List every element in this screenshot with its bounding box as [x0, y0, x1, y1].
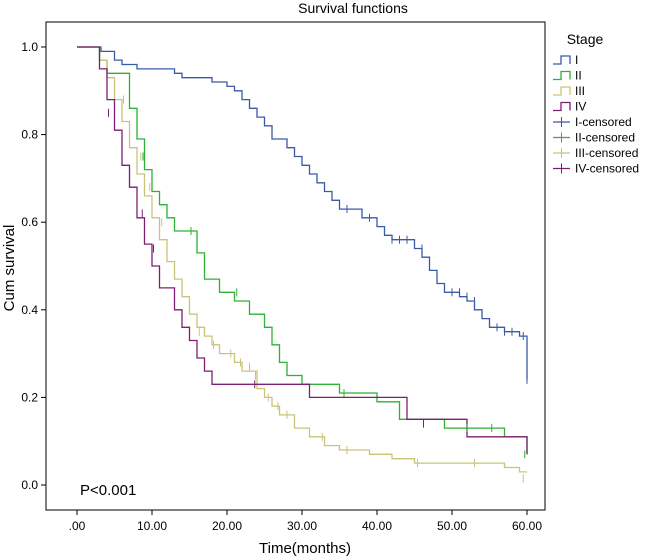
- y-tick-label: 0.2: [21, 390, 38, 404]
- y-axis-title: Cum survival: [1, 225, 18, 312]
- x-tick-label: 40.00: [362, 519, 392, 533]
- x-tick-label: 50.00: [437, 519, 467, 533]
- x-tick-label: 30.00: [287, 519, 317, 533]
- legend-swatch-ii: [553, 70, 571, 81]
- y-tick-label: 0.0: [21, 478, 38, 492]
- y-tick-label: 0.4: [21, 303, 38, 317]
- p-value-annotation: P<0.001: [80, 482, 136, 499]
- axes: .00 10.00 20.00 30.00 40.00 50.00 60.00 0.0 0.2 0…: [21, 21, 546, 533]
- legend-label-i-censored: I-censored: [575, 115, 632, 129]
- x-axis-title: Time(months): [259, 540, 351, 557]
- legend-label-iv-censored: IV-censored: [575, 162, 639, 176]
- legend-label-i: I: [575, 53, 578, 67]
- legend-title: Stage: [567, 31, 604, 47]
- legend-label-iii: III: [575, 84, 585, 98]
- censor-layer: [108, 95, 528, 483]
- legend-label-iii-censored: III-censored: [575, 146, 638, 160]
- x-tick-label: .00: [69, 519, 86, 533]
- plot-frame: [45, 21, 546, 511]
- series-line-iii: [77, 46, 527, 473]
- x-tick-label: 10.00: [137, 519, 167, 533]
- y-tick-label: 0.8: [21, 128, 38, 142]
- legend-swatch-iv: [553, 101, 571, 112]
- legend: Stage IIIIIIIVI-censoredII-censoredIII-c…: [553, 31, 639, 176]
- series-line-ii: [77, 46, 528, 455]
- y-tick-label: 0.6: [21, 215, 38, 229]
- legend-label-ii-censored: II-censored: [575, 131, 635, 145]
- x-tick-label: 20.00: [212, 519, 242, 533]
- x-tick-label: 60.00: [512, 519, 542, 533]
- chart-title: Survival functions: [298, 0, 408, 16]
- legend-label-iv: IV: [575, 100, 586, 114]
- legend-label-ii: II: [575, 69, 582, 83]
- legend-swatch-iii: [553, 86, 571, 96]
- series-line-iv: [77, 46, 528, 455]
- legend-swatch-i: [553, 55, 571, 65]
- y-tick-label: 1.0: [21, 40, 38, 54]
